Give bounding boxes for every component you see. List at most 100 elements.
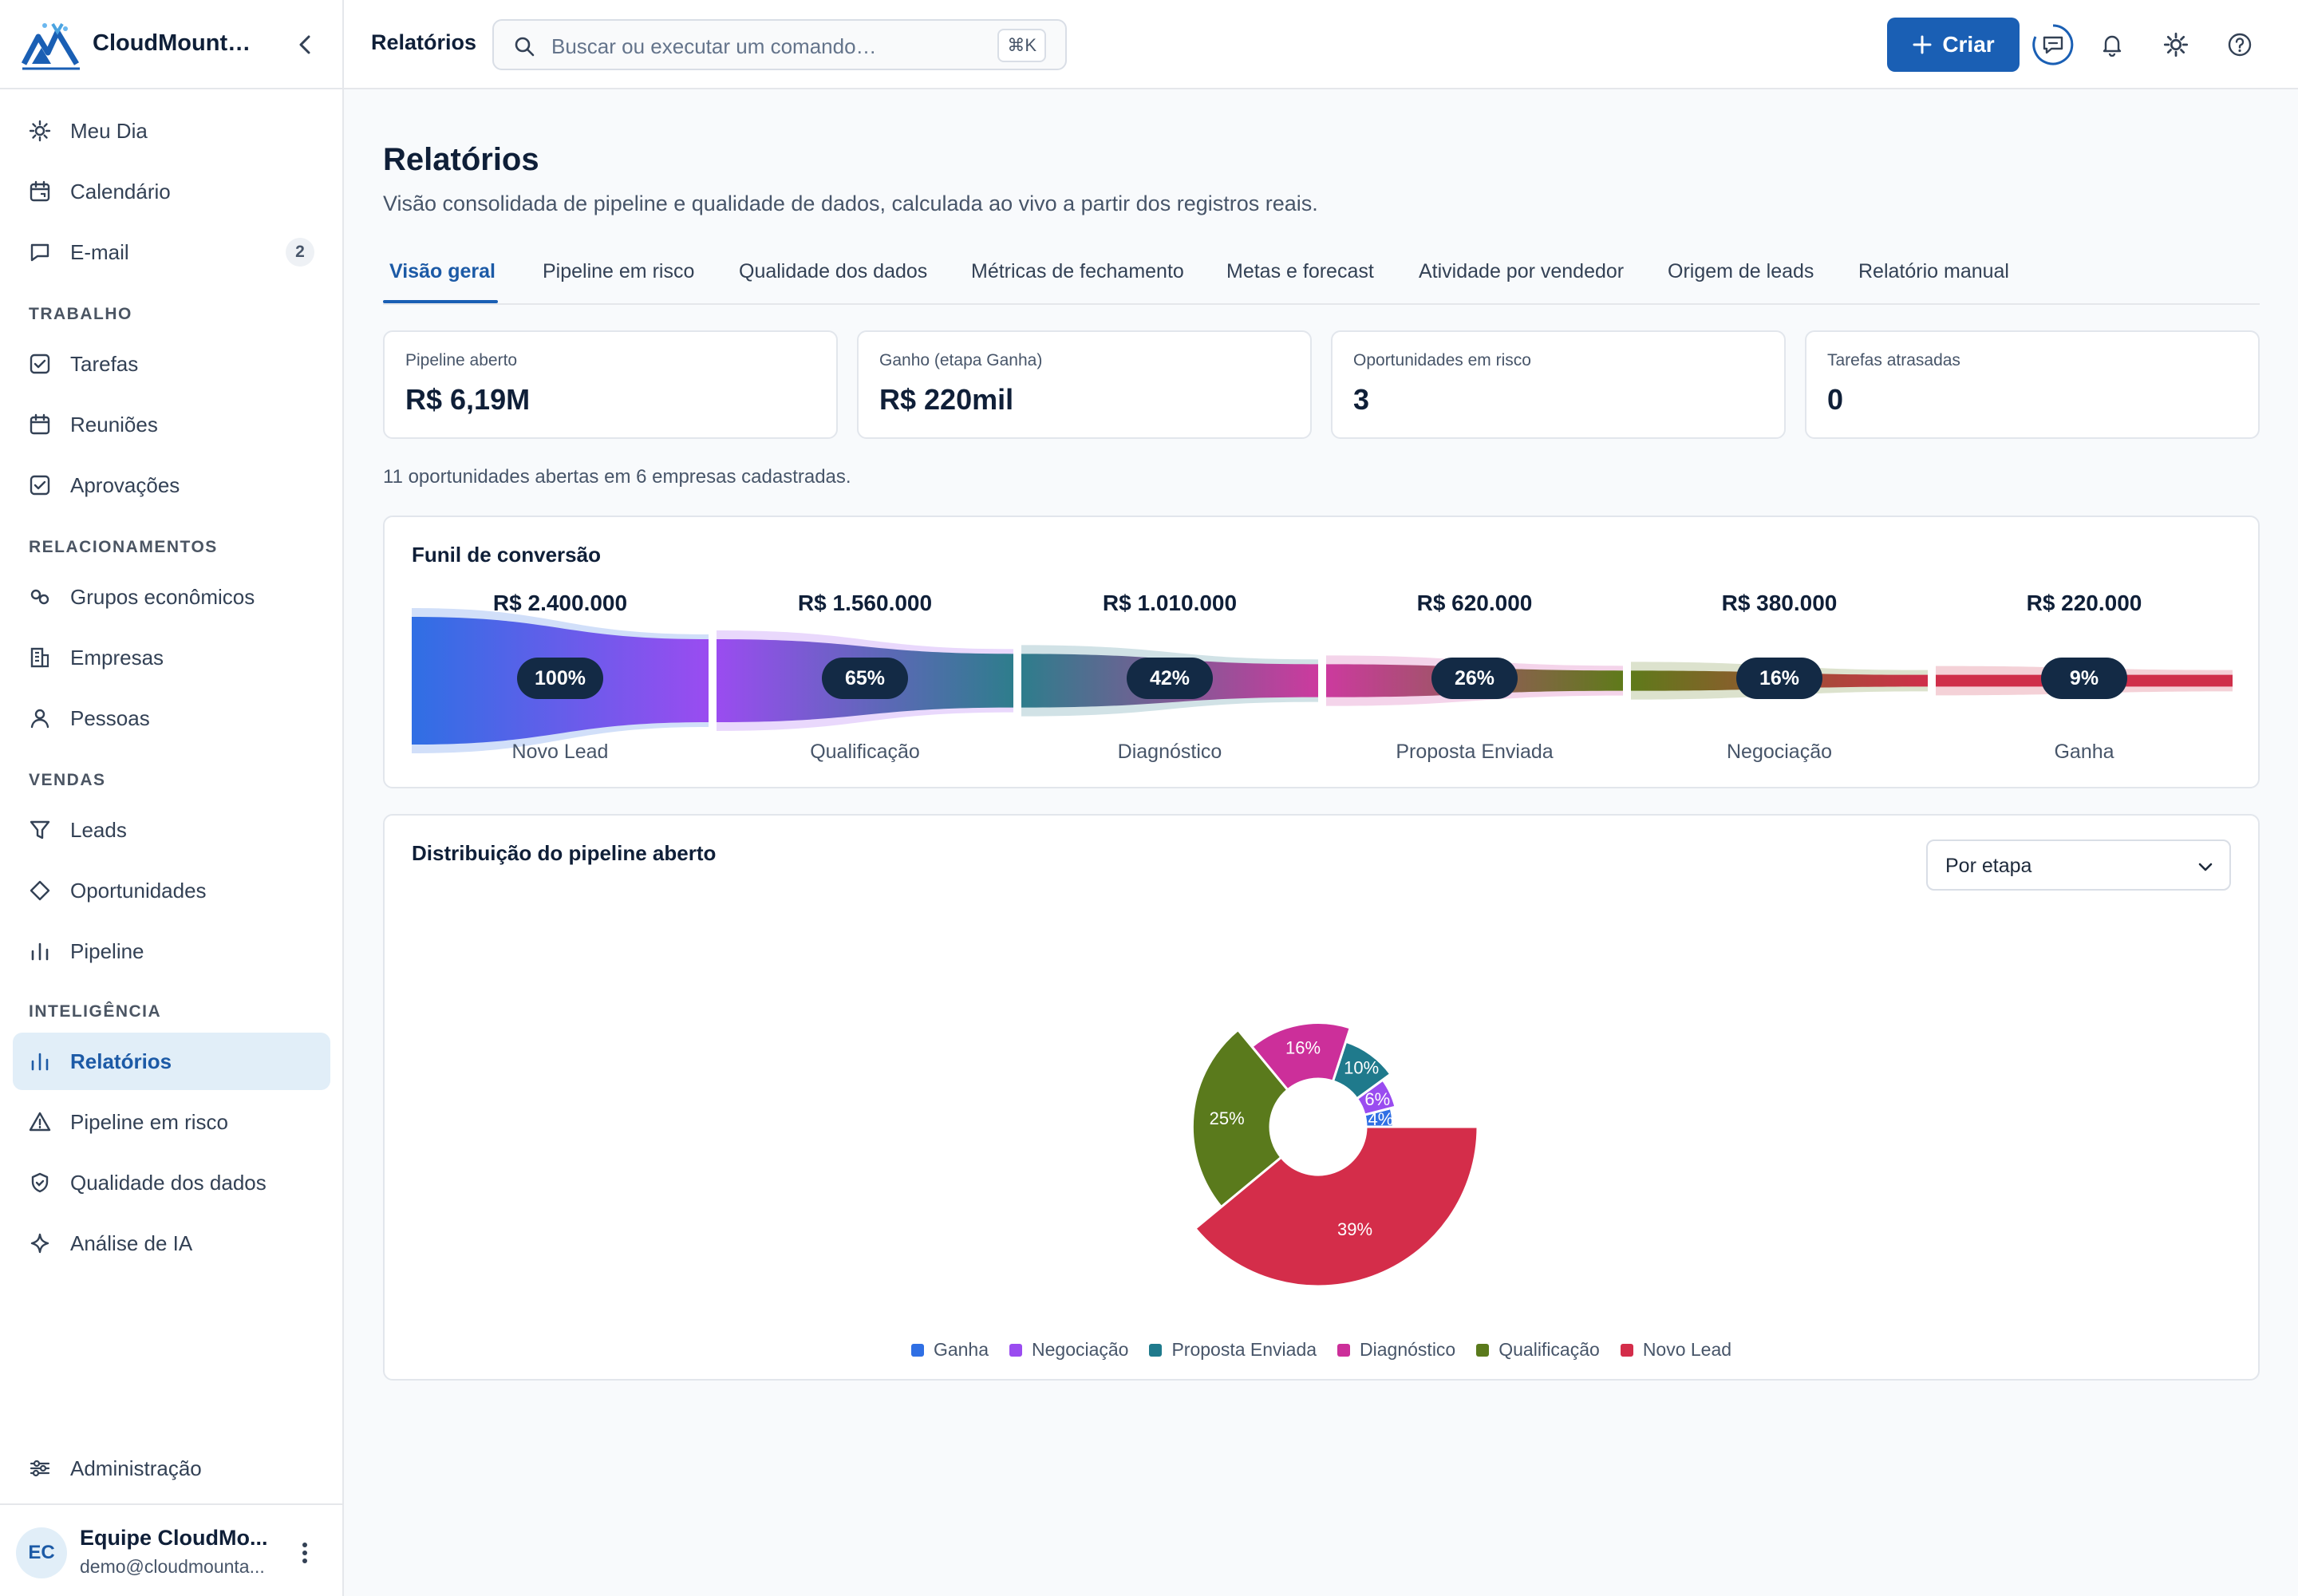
create-button[interactable]: Criar (1887, 18, 2020, 72)
legend-item[interactable]: Ganha (910, 1339, 989, 1361)
legend-swatch (1620, 1343, 1633, 1357)
sidebar-item-oportunidades[interactable]: Oportunidades (13, 862, 330, 919)
funnel-value-label: R$ 2.400.000 (492, 591, 628, 615)
distribution-title: Distribuição do pipeline aberto (412, 841, 717, 865)
pie-slice[interactable] (1190, 1029, 1289, 1208)
sidebar-item-label: Pipeline em risco (70, 1109, 228, 1134)
tab-atividade-por-vendedor[interactable]: Atividade por vendedor (1419, 260, 1625, 282)
calendar-icon (30, 180, 50, 202)
legend-item[interactable]: Proposta Enviada (1149, 1339, 1317, 1361)
sidebar-item-leads[interactable]: Leads (13, 801, 330, 859)
legend-label: Qualificação (1498, 1339, 1600, 1360)
theme-toggle-button[interactable] (2158, 27, 2193, 62)
building-icon (30, 647, 49, 668)
sidebar-item-calendario[interactable]: Calendário (13, 163, 330, 220)
legend-item[interactable]: Diagnóstico (1337, 1339, 1455, 1361)
pie-slice[interactable] (1250, 1021, 1352, 1092)
pie-slice-label: 16% (1285, 1038, 1321, 1058)
sidebar-item-pipeline-em-risco[interactable]: Pipeline em risco (13, 1093, 330, 1151)
section-title-inteligencia: INTELIGÊNCIA (29, 1002, 162, 1021)
sidebar-item-administracao[interactable]: Administração (13, 1440, 330, 1497)
mountain-logo-icon[interactable] (21, 18, 81, 72)
funnel-percent-badge: 16% (1736, 658, 1822, 699)
tab-metricas-de-fechamento[interactable]: Métricas de fechamento (971, 260, 1184, 282)
sidebar-item-label: Calendário (70, 179, 171, 203)
user-menu-button[interactable] (290, 1537, 319, 1569)
kpi-label: Tarefas atrasadas (1827, 351, 1960, 369)
sidebar-item-pipeline[interactable]: Pipeline (13, 922, 330, 980)
funnel-value-label: R$ 380.000 (1721, 591, 1838, 615)
legend-swatch (910, 1343, 924, 1357)
sidebar-item-pessoas[interactable]: Pessoas (13, 689, 330, 747)
page-title: Relatórios (383, 142, 539, 177)
legend-item[interactable]: Qualificação (1476, 1339, 1600, 1361)
collapse-sidebar-button[interactable] (290, 29, 319, 61)
calendar-icon (30, 413, 50, 435)
filter-icon (30, 820, 50, 839)
kebab-menu-icon (302, 1543, 307, 1563)
chevron-left-icon (299, 35, 310, 54)
link-circles-icon (30, 589, 49, 605)
kpi-card-tarefas-atrasadas: Tarefas atrasadas 0 (1805, 330, 2260, 439)
active-tab-indicator (383, 300, 498, 303)
legend-swatch (1476, 1343, 1490, 1357)
funnel-value-label: R$ 620.000 (1416, 591, 1533, 615)
report-tabs: Visão geral Pipeline em risco Qualidade … (383, 239, 2260, 305)
help-button[interactable] (2222, 27, 2257, 62)
user-profile[interactable]: EC Equipe CloudMo... demo@cloudmounta... (0, 1503, 344, 1596)
funnel-percent-badge: 9% (2041, 658, 2127, 699)
warning-icon (29, 1112, 51, 1132)
sidebar-item-relatorios[interactable]: Relatórios (13, 1033, 330, 1090)
sidebar-item-label: Oportunidades (70, 878, 207, 903)
funnel-value-label: R$ 1.560.000 (797, 591, 933, 615)
sidebar-item-label: Aprovações (70, 472, 180, 497)
sidebar-item-reunioes[interactable]: Reuniões (13, 396, 330, 453)
bar-chart-icon (31, 942, 49, 961)
kpi-label: Oportunidades em risco (1353, 351, 1531, 369)
legend-label: Diagnóstico (1360, 1339, 1456, 1360)
kpi-card-oportunidades-em-risco: Oportunidades em risco 3 (1331, 330, 1786, 439)
shield-check-icon (31, 1172, 49, 1193)
notifications-button[interactable] (2095, 27, 2130, 62)
tab-pipeline-em-risco[interactable]: Pipeline em risco (543, 260, 695, 282)
user-name: Equipe CloudMo... (80, 1526, 268, 1550)
user-icon (30, 709, 49, 729)
legend-item[interactable]: Novo Lead (1620, 1339, 1731, 1361)
chevron-down-icon (2198, 863, 2213, 871)
sidebar-item-grupos-economicos[interactable]: Grupos econômicos (13, 568, 330, 626)
tab-visao-geral[interactable]: Visão geral (389, 260, 496, 282)
legend-item[interactable]: Negociação (1009, 1339, 1128, 1361)
sidebar-item-email[interactable]: E-mail 2 (13, 223, 330, 281)
chat-assistant-button[interactable] (2031, 22, 2075, 67)
pie-legend: Ganha Negociação Proposta Enviada Diagnósti… (385, 1339, 2258, 1361)
tab-origem-de-leads[interactable]: Origem de leads (1668, 260, 1814, 282)
sidebar-item-label: Grupos econômicos (70, 584, 255, 609)
sidebar-item-label: Qualidade dos dados (70, 1170, 267, 1195)
group-by-select[interactable]: Por etapa (1926, 839, 2231, 891)
avatar: EC (16, 1527, 67, 1578)
sidebar-item-qualidade-dos-dados[interactable]: Qualidade dos dados (13, 1154, 330, 1211)
tab-relatorio-manual[interactable]: Relatório manual (1858, 260, 2009, 282)
user-email: demo@cloudmounta... (80, 1556, 265, 1577)
sidebar-item-tarefas[interactable]: Tarefas (13, 335, 330, 393)
legend-swatch (1337, 1343, 1351, 1357)
sidebar-item-analise-de-ia[interactable]: Análise de IA (13, 1215, 330, 1272)
sidebar-item-label: Pessoas (70, 705, 150, 730)
sidebar-item-meu-dia[interactable]: Meu Dia (13, 102, 330, 160)
pie-slice[interactable] (1194, 1125, 1479, 1288)
help-circle-icon (2228, 33, 2252, 57)
sidebar-item-empresas[interactable]: Empresas (13, 629, 330, 686)
sidebar-item-label: Análise de IA (70, 1231, 193, 1255)
search-input[interactable]: Buscar ou executar um comando… ⌘K (492, 19, 1067, 70)
pie-slice-label: 10% (1344, 1057, 1379, 1077)
section-title-relacionamentos: RELACIONAMENTOS (29, 538, 218, 556)
legend-label: Negociação (1032, 1339, 1129, 1360)
create-button-label: Criar (1942, 32, 1995, 57)
sidebar-item-label: Relatórios (70, 1049, 172, 1073)
topbar: Relatórios Buscar ou executar um comando… (344, 0, 2298, 89)
sidebar-item-aprovacoes[interactable]: Aprovações (13, 456, 330, 514)
tab-metas-e-forecast[interactable]: Metas e forecast (1226, 260, 1374, 282)
tab-qualidade-dos-dados[interactable]: Qualidade dos dados (739, 260, 928, 282)
summary-text: 11 oportunidades abertas em 6 empresas c… (383, 466, 851, 488)
brand-header: CloudMountai... (0, 0, 344, 89)
